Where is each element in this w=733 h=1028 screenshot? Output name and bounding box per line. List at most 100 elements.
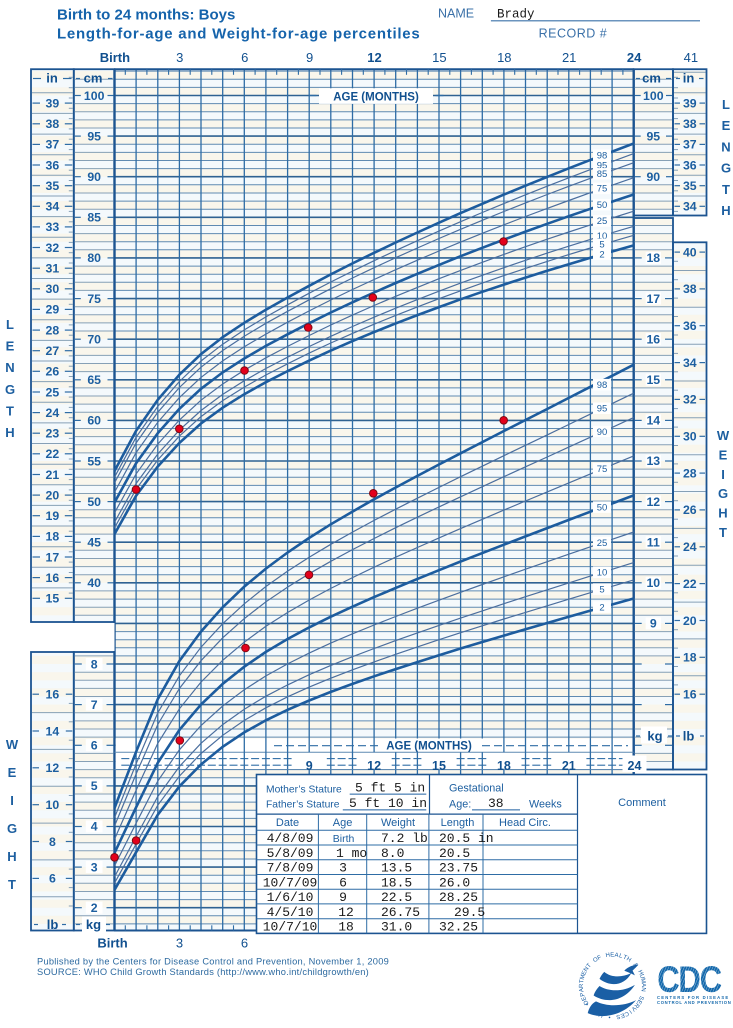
svg-text:28.25: 28.25 (439, 890, 478, 905)
svg-text:17: 17 (646, 292, 660, 306)
svg-text:lb: lb (47, 917, 59, 932)
svg-text:W: W (6, 737, 19, 752)
svg-text:98: 98 (597, 380, 608, 391)
svg-text:12: 12 (46, 761, 60, 775)
svg-text:27: 27 (46, 344, 60, 358)
svg-text:70: 70 (87, 333, 101, 347)
svg-text:40: 40 (87, 576, 101, 590)
svg-text:16: 16 (646, 332, 660, 346)
svg-text:3: 3 (176, 936, 183, 951)
svg-text:6: 6 (241, 50, 248, 65)
svg-text:E: E (722, 118, 731, 133)
svg-text:20.5: 20.5 (439, 846, 470, 861)
svg-text:15: 15 (432, 759, 446, 773)
svg-text:12: 12 (338, 905, 354, 920)
svg-text:N: N (5, 360, 14, 375)
svg-text:10: 10 (46, 798, 60, 812)
svg-text:C: C (622, 1010, 629, 1018)
svg-text:H: H (605, 953, 610, 960)
svg-text:1/6/10: 1/6/10 (267, 890, 314, 905)
svg-text:T: T (722, 182, 730, 197)
svg-text:9: 9 (650, 617, 657, 631)
svg-text:Published by the Centers for D: Published by the Centers for Disease Con… (37, 957, 389, 967)
svg-text:G: G (5, 382, 15, 397)
svg-text:G: G (7, 821, 17, 836)
svg-text:S: S (637, 995, 644, 1001)
svg-text:R: R (579, 983, 585, 988)
svg-text:E: E (635, 998, 642, 1005)
svg-text:65: 65 (87, 373, 101, 387)
svg-text:34: 34 (683, 200, 697, 214)
svg-text:E: E (581, 970, 588, 976)
svg-text:N: N (721, 139, 730, 154)
svg-text:24: 24 (46, 406, 60, 420)
svg-text:W: W (717, 428, 730, 443)
svg-text:5: 5 (599, 240, 604, 251)
svg-text:Weight: Weight (381, 817, 415, 829)
svg-text:U: U (638, 974, 645, 980)
svg-text:100: 100 (643, 89, 664, 103)
svg-text:Birth to 24 months: Boys: Birth to 24 months: Boys (57, 7, 235, 24)
svg-text:Age:: Age: (449, 798, 471, 810)
svg-text:N: N (583, 966, 590, 973)
svg-text:H: H (636, 969, 643, 976)
svg-text:RECORD #: RECORD # (539, 27, 608, 41)
svg-text:CENTERS FOR DISEASE: CENTERS FOR DISEASE (657, 995, 729, 1000)
svg-text:26.75: 26.75 (381, 905, 420, 920)
svg-text:18: 18 (497, 50, 511, 65)
svg-text:in: in (683, 71, 695, 86)
svg-text:24: 24 (627, 50, 642, 65)
svg-text:85: 85 (597, 169, 608, 180)
svg-text:H: H (625, 956, 632, 963)
svg-text:Mother’s Stature: Mother’s Stature (266, 784, 342, 795)
svg-text:34: 34 (683, 356, 697, 370)
svg-text:13: 13 (646, 454, 660, 468)
svg-text:95: 95 (597, 160, 608, 171)
svg-text:16: 16 (46, 688, 60, 702)
svg-text:16: 16 (683, 688, 697, 702)
svg-text:Comment: Comment (618, 797, 666, 809)
svg-text:19: 19 (46, 509, 60, 523)
svg-text:10: 10 (646, 576, 660, 590)
svg-text:31.0: 31.0 (381, 920, 412, 935)
svg-text:Birth: Birth (100, 50, 130, 65)
svg-text:95: 95 (597, 404, 608, 415)
svg-text:38: 38 (46, 117, 60, 131)
svg-text:Birth: Birth (97, 936, 127, 951)
svg-text:•: • (585, 1001, 591, 1006)
svg-text:15: 15 (46, 592, 60, 606)
svg-text:25: 25 (597, 216, 608, 227)
svg-text:100: 100 (84, 89, 105, 103)
svg-text:T: T (579, 979, 586, 984)
svg-text:28: 28 (683, 466, 697, 480)
svg-text:18: 18 (497, 759, 511, 773)
svg-text:14: 14 (646, 414, 660, 428)
svg-text:7/8/09: 7/8/09 (267, 861, 314, 876)
svg-text:6: 6 (339, 875, 347, 890)
svg-text:L: L (722, 97, 730, 112)
svg-text:18: 18 (646, 251, 660, 265)
svg-text:H: H (7, 849, 16, 864)
svg-text:I: I (627, 1008, 632, 1014)
svg-text:5: 5 (91, 779, 98, 793)
svg-text:N: N (640, 987, 646, 992)
svg-text:cm: cm (84, 71, 103, 86)
svg-text:1 mo: 1 mo (336, 846, 367, 861)
svg-text:3: 3 (91, 860, 98, 874)
svg-text:21: 21 (562, 759, 576, 773)
svg-text:21: 21 (46, 468, 60, 482)
svg-text:Age: Age (333, 817, 353, 829)
svg-text:T: T (6, 403, 14, 418)
svg-text:Date: Date (276, 817, 299, 829)
svg-text:34: 34 (46, 200, 60, 214)
svg-text:•: • (608, 1013, 611, 1019)
svg-text:Head Circ.: Head Circ. (499, 817, 551, 829)
svg-text:13.5: 13.5 (381, 861, 412, 876)
svg-text:2: 2 (599, 249, 604, 260)
svg-text:15: 15 (646, 373, 660, 387)
svg-text:T: T (719, 525, 727, 540)
svg-text:8: 8 (91, 657, 98, 671)
svg-text:25: 25 (597, 538, 608, 549)
svg-text:3: 3 (176, 50, 183, 65)
svg-text:7.2 lb: 7.2 lb (381, 831, 428, 846)
